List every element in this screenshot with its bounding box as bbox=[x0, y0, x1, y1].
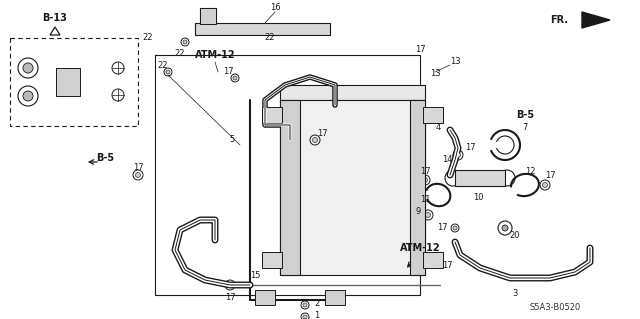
Circle shape bbox=[227, 283, 232, 287]
Text: 17: 17 bbox=[420, 167, 430, 176]
Text: 17: 17 bbox=[132, 162, 143, 172]
Circle shape bbox=[23, 63, 33, 73]
Bar bbox=[423, 107, 443, 123]
Circle shape bbox=[312, 137, 317, 143]
Text: 16: 16 bbox=[269, 4, 280, 12]
Text: B-5: B-5 bbox=[516, 110, 534, 120]
Text: FR.: FR. bbox=[550, 15, 568, 25]
Circle shape bbox=[233, 76, 237, 80]
Polygon shape bbox=[582, 12, 610, 28]
Text: 10: 10 bbox=[473, 192, 483, 202]
Circle shape bbox=[431, 257, 435, 263]
Circle shape bbox=[502, 225, 508, 231]
Circle shape bbox=[263, 296, 267, 300]
Text: 22: 22 bbox=[157, 61, 168, 70]
Text: ATM-12: ATM-12 bbox=[195, 50, 236, 60]
Circle shape bbox=[23, 91, 33, 101]
Text: 17: 17 bbox=[545, 170, 556, 180]
Circle shape bbox=[431, 258, 435, 262]
Text: B-5: B-5 bbox=[96, 153, 114, 163]
Text: 22: 22 bbox=[265, 33, 275, 41]
Circle shape bbox=[431, 113, 435, 117]
Bar bbox=[410, 100, 425, 275]
Text: 17: 17 bbox=[223, 66, 234, 76]
Circle shape bbox=[426, 212, 431, 218]
Text: 13: 13 bbox=[450, 57, 460, 66]
Text: 15: 15 bbox=[250, 271, 260, 279]
Circle shape bbox=[270, 258, 274, 262]
Text: 17: 17 bbox=[415, 46, 426, 55]
Circle shape bbox=[303, 315, 307, 319]
Circle shape bbox=[59, 86, 65, 92]
Circle shape bbox=[59, 72, 65, 78]
Bar bbox=[280, 100, 425, 275]
Bar bbox=[280, 100, 300, 275]
Text: 5: 5 bbox=[229, 136, 235, 145]
Circle shape bbox=[422, 177, 428, 182]
Circle shape bbox=[136, 173, 141, 177]
Bar bbox=[200, 8, 216, 24]
Text: 17: 17 bbox=[436, 224, 447, 233]
Bar bbox=[325, 290, 345, 305]
Bar bbox=[56, 68, 80, 96]
Text: 13: 13 bbox=[429, 69, 440, 78]
Text: 3: 3 bbox=[512, 288, 518, 298]
Text: 14: 14 bbox=[442, 155, 452, 165]
Text: 12: 12 bbox=[525, 167, 535, 176]
Circle shape bbox=[318, 28, 322, 32]
Text: 22: 22 bbox=[143, 33, 153, 41]
Text: 4: 4 bbox=[435, 123, 440, 132]
Text: 1: 1 bbox=[314, 310, 319, 319]
Text: S5A3-B0520: S5A3-B0520 bbox=[529, 303, 580, 313]
Text: 17: 17 bbox=[317, 129, 327, 137]
Circle shape bbox=[183, 40, 187, 44]
Circle shape bbox=[166, 70, 170, 74]
Bar bbox=[255, 290, 275, 305]
Text: B-13: B-13 bbox=[43, 13, 67, 23]
Text: 17: 17 bbox=[442, 261, 452, 270]
Circle shape bbox=[203, 28, 207, 32]
Text: 7: 7 bbox=[522, 123, 528, 132]
Bar bbox=[262, 107, 282, 123]
Circle shape bbox=[71, 86, 77, 92]
Polygon shape bbox=[280, 85, 425, 100]
Text: 20: 20 bbox=[509, 231, 520, 240]
Text: ATM-12: ATM-12 bbox=[400, 243, 440, 253]
Circle shape bbox=[456, 152, 461, 158]
Circle shape bbox=[453, 226, 457, 230]
Text: 22: 22 bbox=[175, 49, 185, 58]
Text: 17: 17 bbox=[225, 293, 236, 302]
Circle shape bbox=[543, 182, 547, 188]
Text: 11: 11 bbox=[420, 196, 430, 204]
Circle shape bbox=[71, 72, 77, 78]
Text: 17: 17 bbox=[465, 144, 476, 152]
Text: 2: 2 bbox=[314, 299, 319, 308]
Circle shape bbox=[333, 296, 337, 300]
Bar bbox=[262, 252, 282, 268]
Circle shape bbox=[270, 113, 274, 117]
Circle shape bbox=[303, 303, 307, 307]
Text: 9: 9 bbox=[415, 207, 420, 217]
Bar bbox=[455, 170, 505, 186]
Bar bbox=[195, 23, 330, 35]
Bar bbox=[423, 252, 443, 268]
Polygon shape bbox=[50, 27, 60, 35]
